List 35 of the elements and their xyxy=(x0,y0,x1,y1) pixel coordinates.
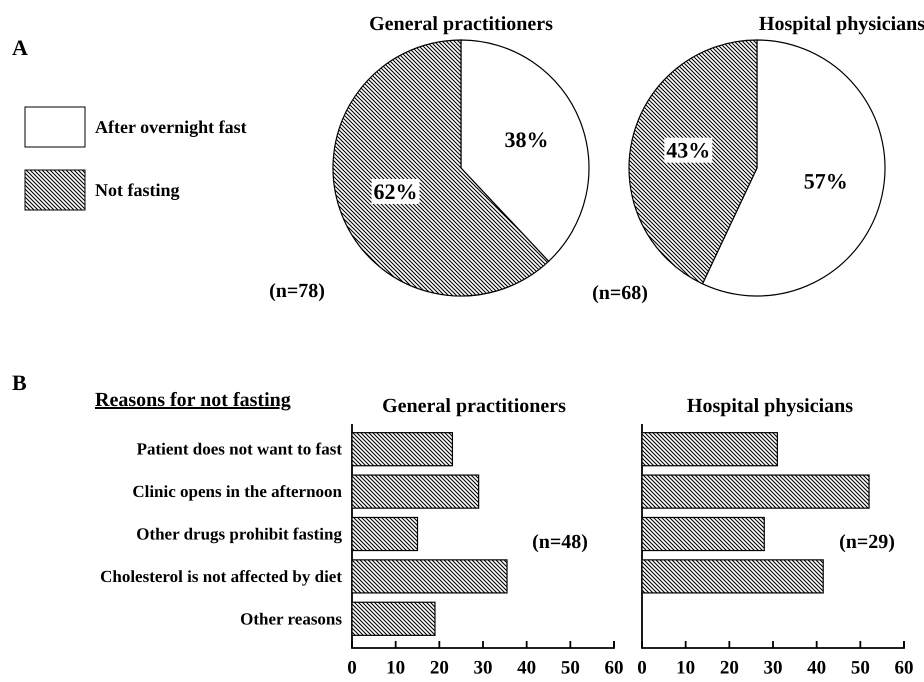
x-tick-label: 20 xyxy=(720,657,739,678)
x-tick-label: 0 xyxy=(637,657,647,678)
text: Reasons for not fasting xyxy=(95,389,291,411)
y-tick-label: Cholesterol is not affected by diet xyxy=(100,566,342,586)
x-tick-label: 50 xyxy=(850,657,870,678)
legend-label: After overnight fast xyxy=(95,117,247,137)
data-label: 57% xyxy=(804,168,848,194)
text: (n=68) xyxy=(592,282,648,304)
y-tick-label: Patient does not want to fast xyxy=(136,440,342,459)
x-tick-label: 20 xyxy=(430,657,449,678)
data-label: 43% xyxy=(666,138,710,163)
data-label: 38% xyxy=(504,127,548,152)
x-tick-label: 10 xyxy=(386,657,406,678)
y-tick-label: Other drugs prohibit fasting xyxy=(136,524,342,544)
text: A xyxy=(12,35,28,60)
y-tick-label: Other reasons xyxy=(240,609,342,628)
text: B xyxy=(12,370,27,395)
x-tick-label: 0 xyxy=(347,657,357,678)
x-tick-label: 60 xyxy=(604,657,624,678)
text: (n=78) xyxy=(269,280,325,302)
legend-label: Not fasting xyxy=(95,180,180,200)
x-tick-label: 40 xyxy=(807,657,826,678)
annotation: (n=48) xyxy=(532,531,588,553)
x-tick-label: 10 xyxy=(676,657,696,678)
data-label: 62% xyxy=(374,178,418,204)
x-tick-label: 60 xyxy=(894,657,914,678)
chart-title: General practitioners xyxy=(369,13,554,35)
x-tick-label: 30 xyxy=(764,657,782,678)
chart-title: Hospital physicians xyxy=(686,395,854,417)
x-tick-label: 50 xyxy=(560,657,580,678)
x-tick-label: 40 xyxy=(517,657,536,678)
chart-title: General practitioners xyxy=(382,395,566,417)
x-tick-label: 30 xyxy=(474,657,492,678)
annotation: (n=29) xyxy=(839,531,895,553)
y-tick-label: Clinic opens in the afternoon xyxy=(132,482,343,502)
